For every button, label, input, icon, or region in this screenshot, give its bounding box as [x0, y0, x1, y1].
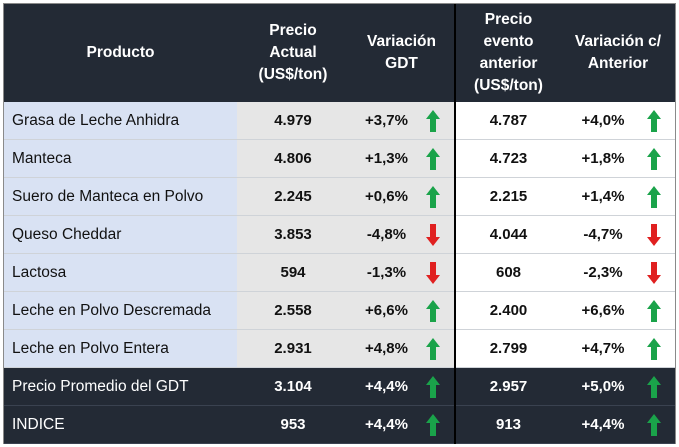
summary-row: INDICE 953 +4,4% 913 +4,4%: [4, 405, 675, 444]
variation-previous: +4,0%: [561, 102, 675, 140]
table-row: Suero de Manteca en Polvo 2.245 +0,6% 2.215…: [4, 177, 675, 216]
variation-gdt-value: -4,8%: [366, 226, 407, 243]
product-name: Leche en Polvo Entera: [4, 329, 237, 368]
current-price: 2.931: [237, 329, 349, 368]
variation-previous-value: -2,3%: [583, 264, 623, 281]
variation-previous: +4,7%: [561, 329, 675, 368]
previous-price: 4.723: [455, 139, 561, 178]
arrow-down-icon: [426, 261, 440, 284]
table-row: Leche en Polvo Descremada 2.558 +6,6% 2.400…: [4, 291, 675, 330]
previous-price: 2.400: [455, 291, 561, 330]
variation-gdt: -4,8%: [349, 215, 456, 254]
variation-previous-value: -4,7%: [583, 226, 623, 243]
variation-previous: -2,3%: [561, 253, 675, 292]
header-row: Producto Precio Actual (US$/ton) Variaci…: [4, 4, 675, 102]
arrow-down-icon: [647, 223, 661, 246]
variation-gdt-value: +4,4%: [365, 378, 408, 395]
variation-gdt-value: -1,3%: [366, 264, 407, 281]
arrow-up-icon: [426, 147, 440, 170]
arrow-down-icon: [647, 261, 661, 284]
table-row: Grasa de Leche Anhidra 4.979 +3,7% 4.787 +4,…: [4, 102, 675, 140]
product-name: Precio Promedio del GDT: [4, 367, 237, 406]
arrow-down-icon: [426, 223, 440, 246]
arrow-up-icon: [426, 413, 440, 436]
arrow-up-icon: [426, 109, 440, 132]
current-price: 953: [237, 405, 349, 444]
arrow-up-icon: [647, 147, 661, 170]
variation-gdt: +1,3%: [349, 139, 456, 178]
variation-previous-value: +5,0%: [581, 378, 625, 395]
arrow-up-icon: [426, 375, 440, 398]
variation-gdt: -1,3%: [349, 253, 456, 292]
arrow-up-icon: [426, 337, 440, 360]
table-row: Manteca 4.806 +1,3% 4.723 +1,8%: [4, 139, 675, 178]
variation-gdt: +4,4%: [349, 405, 456, 444]
variation-gdt: +3,7%: [349, 102, 456, 140]
variation-gdt-value: +3,7%: [365, 112, 408, 129]
product-name: Lactosa: [4, 253, 237, 292]
variation-previous: +1,8%: [561, 139, 675, 178]
header-variacion-gdt: Variación GDT: [349, 4, 456, 102]
product-name: Queso Cheddar: [4, 215, 237, 254]
variation-gdt-value: +0,6%: [365, 188, 408, 205]
variation-gdt-value: +4,8%: [365, 340, 408, 357]
header-producto: Producto: [4, 4, 237, 102]
current-price: 594: [237, 253, 349, 292]
product-name: Grasa de Leche Anhidra: [4, 102, 237, 140]
summary-row: Precio Promedio del GDT 3.104 +4,4% 2.957 +5…: [4, 367, 675, 406]
arrow-up-icon: [647, 299, 661, 322]
variation-gdt: +4,4%: [349, 367, 456, 406]
header-variacion-anterior: Variación c/ Anterior: [561, 4, 675, 102]
previous-price: 4.044: [455, 215, 561, 254]
variation-previous: -4,7%: [561, 215, 675, 254]
current-price: 4.806: [237, 139, 349, 178]
variation-previous-value: +4,4%: [581, 416, 625, 433]
table-row: Leche en Polvo Entera 2.931 +4,8% 2.799 +4,7…: [4, 329, 675, 368]
arrow-up-icon: [647, 413, 661, 436]
header-precio-anterior: Precio evento anterior (US$/ton): [455, 4, 561, 102]
product-name: Leche en Polvo Descremada: [4, 291, 237, 330]
previous-price: 2.799: [455, 329, 561, 368]
table-row: Queso Cheddar 3.853 -4,8% 4.044 -4,7%: [4, 215, 675, 254]
variation-previous-value: +4,7%: [581, 340, 625, 357]
variation-gdt: +0,6%: [349, 177, 456, 216]
variation-gdt: +4,8%: [349, 329, 456, 368]
product-name: Manteca: [4, 139, 237, 178]
table-row: Lactosa 594 -1,3% 608 -2,3%: [4, 253, 675, 292]
variation-previous: +1,4%: [561, 177, 675, 216]
variation-gdt-value: +6,6%: [365, 302, 408, 319]
header-precio-actual: Precio Actual (US$/ton): [237, 4, 349, 102]
previous-price: 2.215: [455, 177, 561, 216]
current-price: 2.558: [237, 291, 349, 330]
previous-price: 913: [455, 405, 561, 444]
variation-previous-value: +1,4%: [581, 188, 625, 205]
previous-price: 4.787: [455, 102, 561, 140]
gdt-price-table: Producto Precio Actual (US$/ton) Variaci…: [4, 4, 675, 444]
variation-previous-value: +1,8%: [581, 150, 625, 167]
previous-price: 2.957: [455, 367, 561, 406]
variation-previous: +4,4%: [561, 405, 675, 444]
variation-previous-value: +4,0%: [581, 112, 625, 129]
current-price: 3.853: [237, 215, 349, 254]
arrow-up-icon: [426, 299, 440, 322]
previous-price: 608: [455, 253, 561, 292]
variation-gdt-value: +4,4%: [365, 416, 408, 433]
current-price: 3.104: [237, 367, 349, 406]
variation-gdt: +6,6%: [349, 291, 456, 330]
current-price: 4.979: [237, 102, 349, 140]
variation-gdt-value: +1,3%: [365, 150, 408, 167]
current-price: 2.245: [237, 177, 349, 216]
gdt-price-table-frame: Producto Precio Actual (US$/ton) Variaci…: [3, 3, 676, 444]
product-name: Suero de Manteca en Polvo: [4, 177, 237, 216]
arrow-up-icon: [647, 337, 661, 360]
arrow-up-icon: [647, 109, 661, 132]
variation-previous: +6,6%: [561, 291, 675, 330]
variation-previous-value: +6,6%: [581, 302, 625, 319]
variation-previous: +5,0%: [561, 367, 675, 406]
arrow-up-icon: [426, 185, 440, 208]
product-name: INDICE: [4, 405, 237, 444]
arrow-up-icon: [647, 185, 661, 208]
arrow-up-icon: [647, 375, 661, 398]
